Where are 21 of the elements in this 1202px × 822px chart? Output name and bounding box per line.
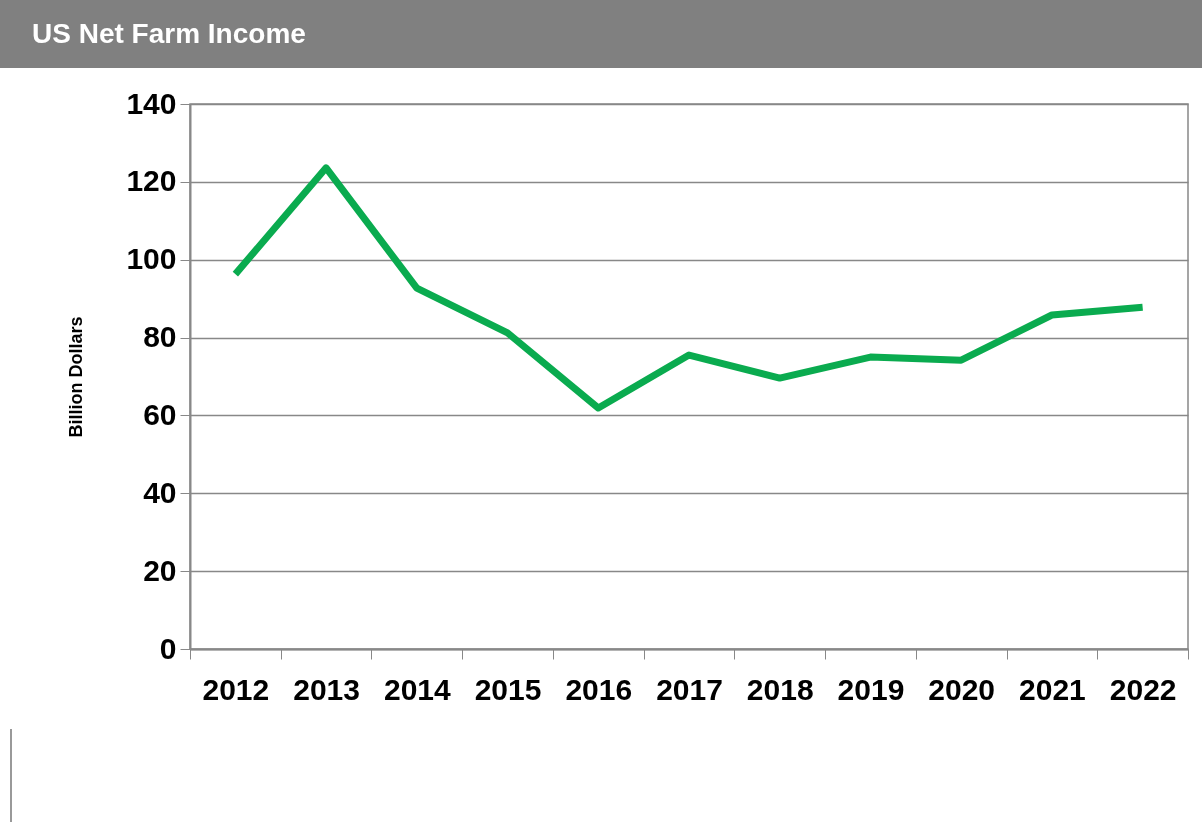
x-tick-label: 2013 [293,672,360,706]
x-tick-label: 2014 [383,672,451,706]
y-tick-label: 100 [126,242,177,276]
chart-title: US Net Farm Income [0,0,1202,68]
y-tick-label: 0 [159,631,177,665]
y-axis-title: Billion Dollars [66,316,87,438]
x-tick-label: 2022 [1109,672,1177,706]
x-tick-label: 2016 [565,672,633,706]
y-tick-label: 60 [143,397,177,431]
x-tick-label: 2017 [656,672,723,706]
x-tick-label: 2015 [474,672,542,706]
y-tick-label: 120 [126,164,177,198]
y-tick-label: 80 [143,320,177,354]
x-tick-label: 2021 [1019,672,1086,706]
x-tick-label: 2020 [928,672,996,706]
x-tick-label: 2019 [837,672,905,706]
y-tick-label: 140 [126,86,177,120]
x-tick-label: 2018 [746,672,814,706]
y-tick-label: 40 [143,475,177,509]
y-tick-label: 20 [143,553,177,587]
x-tick-label: 2012 [202,672,270,706]
